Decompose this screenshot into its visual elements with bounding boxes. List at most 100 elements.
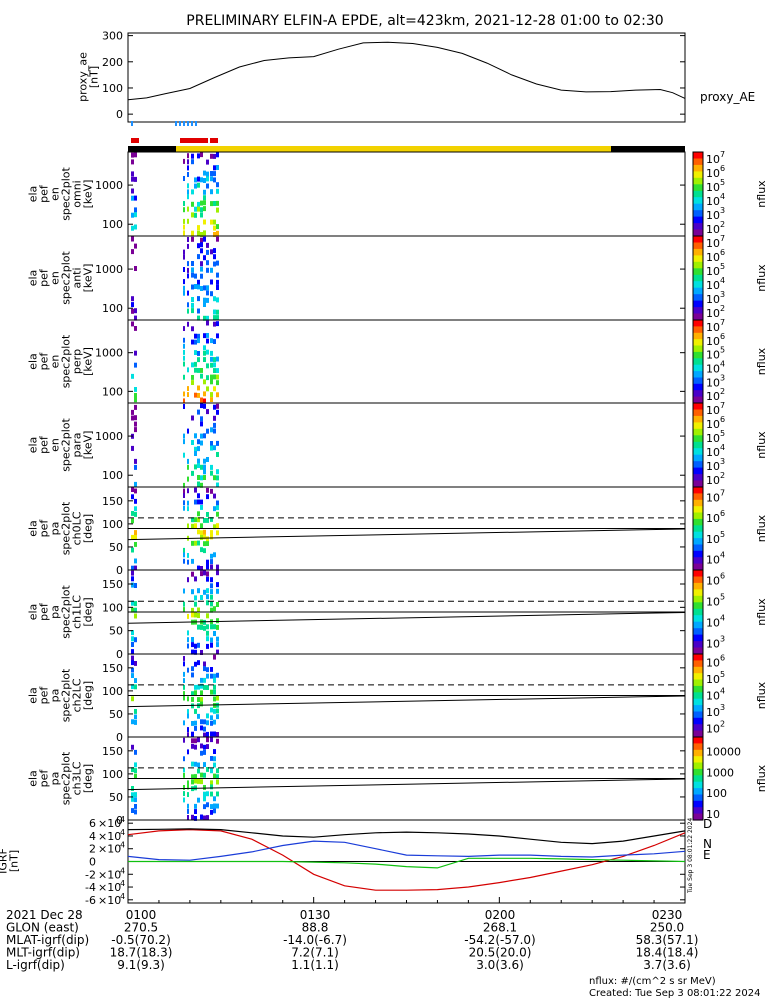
spectrogram-pixel bbox=[134, 542, 137, 547]
colorbar-label: nflux bbox=[755, 180, 768, 208]
ylabel-line: ela bbox=[27, 770, 40, 787]
ylabel-line: ela bbox=[27, 687, 40, 704]
orbit-row-value: 3.7(3.6) bbox=[643, 958, 691, 972]
colorbar-swatch bbox=[693, 570, 703, 574]
science-zone-markers bbox=[131, 121, 218, 143]
blue-marker bbox=[187, 121, 189, 126]
spectrogram-pixel bbox=[191, 201, 194, 207]
colorbar-swatch bbox=[693, 419, 703, 423]
spectrogram-pixel bbox=[197, 499, 200, 505]
side-stamp: Tue Sep 3 08:01:22 2024 bbox=[687, 818, 694, 894]
ytick-label: 100 bbox=[102, 469, 123, 482]
colorbar-tick-label: 10 bbox=[706, 656, 720, 669]
ylabel-line: proxy_ae bbox=[77, 52, 90, 102]
spectrogram-pixel bbox=[187, 367, 189, 373]
spectrogram-pixel bbox=[191, 666, 194, 672]
igrf-legend-D: D bbox=[703, 817, 712, 831]
spectrogram-pixel bbox=[197, 737, 200, 743]
orbit-row-value: 7.2(7.1) bbox=[291, 946, 339, 960]
spectrogram-pixel bbox=[206, 260, 209, 266]
orbit-row-value: -0.5(70.2) bbox=[111, 933, 171, 947]
colorbar-swatch bbox=[693, 515, 703, 520]
colorbar-swatch bbox=[693, 641, 703, 645]
spectrogram-pixel bbox=[216, 188, 219, 194]
colorbar-swatch bbox=[693, 746, 703, 751]
spectrogram-pixel bbox=[213, 493, 216, 499]
ae-frame bbox=[127, 32, 686, 123]
colorbar-tick-exponent: 3 bbox=[720, 206, 725, 215]
colorbar-swatch bbox=[693, 679, 703, 684]
spectrogram-pixel bbox=[183, 176, 185, 181]
spectrogram-pixel bbox=[216, 380, 219, 386]
colorbar-tick-exponent: 3 bbox=[720, 703, 725, 712]
spectrogram-pixel bbox=[197, 230, 200, 236]
colorbar-swatch bbox=[693, 660, 703, 665]
spectrogram-pixel bbox=[213, 357, 216, 362]
spectrogram-pixel bbox=[131, 236, 134, 242]
igrf-series-total bbox=[127, 828, 686, 845]
spectrogram-pixel bbox=[210, 642, 213, 648]
plot-title: PRELIMINARY ELFIN-A EPDE, alt=423km, 202… bbox=[186, 13, 663, 29]
spectrogram-pixel bbox=[187, 165, 189, 171]
spectrogram-pixel bbox=[131, 159, 134, 165]
spectrogram-pixel bbox=[206, 600, 209, 606]
colorbar-swatch bbox=[693, 428, 703, 433]
spectrogram-pixel bbox=[194, 744, 197, 750]
spectrogram-pixel bbox=[131, 308, 134, 314]
colorbar-swatch bbox=[693, 320, 703, 324]
spectrogram-pixel bbox=[131, 576, 134, 582]
spectrogram-pixel bbox=[203, 178, 206, 183]
colorbar-swatch bbox=[693, 425, 703, 430]
spectrogram-pixel bbox=[213, 171, 216, 177]
spectrogram-pixel bbox=[213, 428, 216, 434]
spectrogram-pixel bbox=[200, 779, 203, 785]
ytick-label: 0 bbox=[116, 648, 123, 661]
spectrogram-pixel bbox=[183, 678, 185, 683]
colorbar-swatch bbox=[693, 216, 703, 221]
ytick-label: 1000 bbox=[95, 430, 123, 443]
colorbar-swatch bbox=[693, 255, 703, 260]
spectrogram-pixel bbox=[203, 666, 206, 672]
blue-marker bbox=[195, 121, 197, 126]
spectrogram-pixel bbox=[194, 212, 197, 218]
spectrogram-pixel bbox=[194, 177, 197, 183]
spectrogram-pixel bbox=[191, 302, 194, 308]
colorbar-swatch bbox=[693, 477, 703, 482]
spectrogram-pixel bbox=[131, 176, 134, 182]
spectrogram-pixel bbox=[187, 713, 189, 719]
colorbar-swatch bbox=[693, 762, 703, 767]
spectrogram-pixel bbox=[134, 415, 137, 421]
spectrogram-pixel bbox=[191, 308, 194, 314]
colorbar-swatch bbox=[693, 797, 703, 802]
colorbar-swatch bbox=[693, 663, 703, 668]
spectrogram-pixel bbox=[187, 559, 189, 565]
spectrogram-pixel bbox=[200, 200, 203, 206]
orbit-row-label: GLON (east) bbox=[6, 921, 79, 935]
colorbar-swatch bbox=[693, 252, 703, 256]
ylabel-line: ela bbox=[27, 270, 40, 287]
orbit-row-value: 0230 bbox=[652, 908, 683, 922]
spectrogram-pixel bbox=[191, 236, 194, 242]
spectrogram-pixel bbox=[206, 588, 209, 594]
spectrogram-pixel bbox=[191, 649, 194, 655]
spectrogram-pixel bbox=[216, 649, 219, 655]
spectrogram-pixel bbox=[200, 772, 203, 778]
spectrogram-pixel bbox=[206, 667, 209, 673]
spectrogram-pixel bbox=[200, 403, 203, 409]
spectrogram-pixel bbox=[183, 201, 185, 206]
colorbar-tick-exponent: 6 bbox=[720, 415, 725, 424]
spectrogram-pixel bbox=[187, 308, 189, 314]
spectrogram-pixel bbox=[210, 530, 213, 535]
spectrogram-pixel bbox=[187, 809, 189, 814]
spectrogram-pixel bbox=[200, 177, 203, 183]
colorbar-swatch bbox=[693, 480, 703, 485]
spectrogram-pixel bbox=[197, 385, 200, 391]
spectrogram-pixel bbox=[216, 279, 219, 285]
spectrogram-pixel bbox=[131, 518, 134, 524]
colorbar-swatch bbox=[693, 190, 703, 195]
spectrogram-pixel bbox=[200, 482, 203, 488]
colorbar-swatch bbox=[693, 711, 703, 716]
orbit-row-label: MLT-igrf(dip) bbox=[6, 946, 80, 960]
